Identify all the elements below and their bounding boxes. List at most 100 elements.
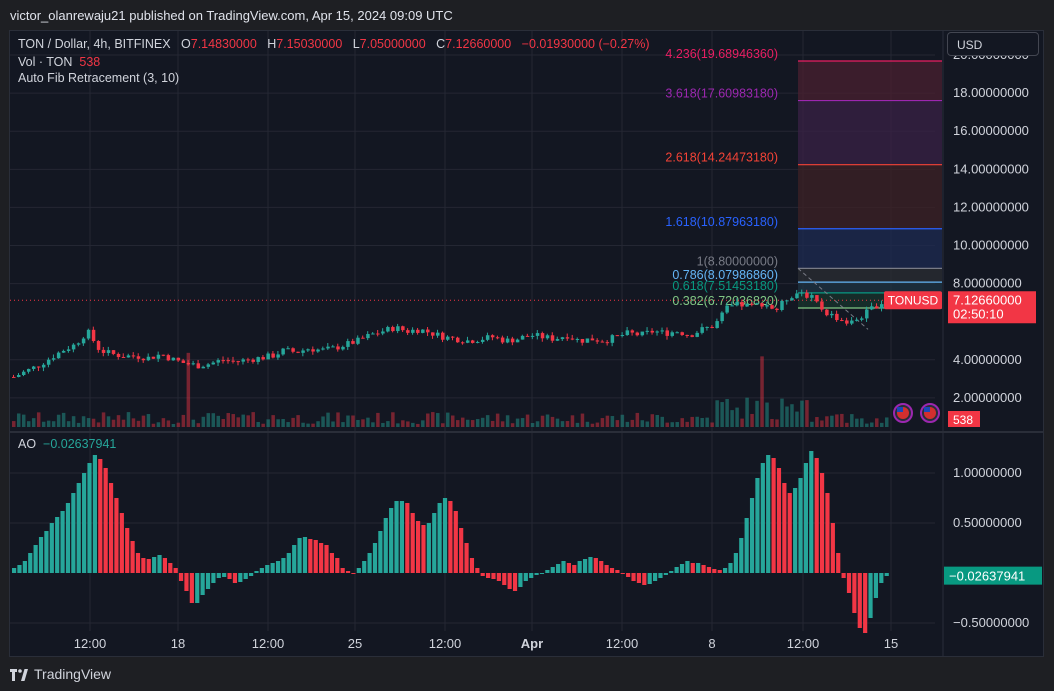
volume-bar xyxy=(700,417,704,427)
volume-bar xyxy=(336,412,340,427)
ao-bar xyxy=(550,567,555,573)
ao-bar xyxy=(512,573,518,591)
ao-bar xyxy=(658,573,663,578)
volume-bar xyxy=(535,421,540,427)
candle-body xyxy=(740,302,744,307)
candle-body xyxy=(401,326,405,331)
volume-bar xyxy=(41,421,46,427)
ao-bar xyxy=(728,563,733,573)
ao-bar xyxy=(297,538,302,573)
volume-bar xyxy=(346,415,350,427)
candle-body xyxy=(291,348,295,352)
volume-bar xyxy=(366,417,370,427)
candle-body xyxy=(455,337,460,343)
candle-body xyxy=(560,337,565,340)
ao-bar xyxy=(71,493,76,573)
fib-level-label: 3.618(17.60983180) xyxy=(665,87,778,101)
ao-bar xyxy=(793,488,798,573)
ao-bar xyxy=(141,558,146,573)
volume-bar xyxy=(855,418,859,427)
volume-bar xyxy=(545,414,550,427)
candle-body xyxy=(775,308,779,310)
volume-bar xyxy=(226,413,230,427)
close-value: 7.12660000 xyxy=(445,37,512,51)
volume-bar xyxy=(525,414,530,427)
last-price-tag: 7.12660000 xyxy=(953,292,1022,307)
currency-button[interactable]: USD xyxy=(947,32,1039,56)
volume-bar xyxy=(421,420,425,427)
fib-legend[interactable]: Auto Fib Retracement (3, 10) xyxy=(18,71,179,85)
ao-bar xyxy=(814,458,819,573)
chart-canvas[interactable]: 20.0000000018.0000000016.0000000014.0000… xyxy=(10,31,1043,656)
candle-body xyxy=(226,360,230,362)
ao-label[interactable]: AO xyxy=(18,437,37,451)
ao-bar xyxy=(448,501,453,573)
candle-body xyxy=(451,336,455,338)
candle-body xyxy=(191,363,196,365)
volume-bar xyxy=(276,419,280,427)
high-value: 7.15030000 xyxy=(276,37,343,51)
candle-body xyxy=(685,334,689,336)
time-tick-label: 15 xyxy=(884,636,898,651)
volume-bar xyxy=(595,422,600,427)
close-label: C xyxy=(436,37,446,51)
ao-bar xyxy=(459,528,464,573)
price-tick-label: 16.00000000 xyxy=(953,123,1029,138)
candle-body xyxy=(411,329,415,333)
candle-body xyxy=(381,331,385,334)
volume-label[interactable]: Vol · TON xyxy=(18,55,73,69)
candle-body xyxy=(530,335,535,337)
ao-bar xyxy=(108,483,114,573)
ao-bar xyxy=(696,563,701,573)
volume-bar xyxy=(565,421,570,427)
ao-bar xyxy=(60,511,65,573)
ao-bar xyxy=(798,478,803,573)
fib-label[interactable]: Auto Fib Retracement (3, 10) xyxy=(18,71,180,85)
ao-bar xyxy=(286,553,291,573)
candle-body xyxy=(790,298,794,301)
candle-body xyxy=(860,318,864,320)
ao-bar xyxy=(442,498,448,573)
candle-body xyxy=(615,335,620,337)
volume-bar xyxy=(635,412,640,427)
ao-bar xyxy=(17,565,22,573)
ao-value-tag-bg xyxy=(944,566,1042,585)
ao-value-tag: −0.02637941 xyxy=(949,569,1025,584)
ao-bar xyxy=(496,573,501,581)
ao-bar xyxy=(33,545,38,573)
ao-bar xyxy=(825,493,830,573)
candle-body xyxy=(845,320,849,324)
ao-bar xyxy=(49,523,54,573)
ao-tick-label: 0.50000000 xyxy=(953,515,1022,530)
volume-bar xyxy=(431,412,435,427)
ao-bar xyxy=(841,573,846,578)
candle-body xyxy=(156,354,161,359)
ao-bar xyxy=(561,561,566,573)
volume-bar xyxy=(765,402,769,427)
candle-body xyxy=(645,330,650,332)
candle-body xyxy=(361,337,365,339)
volume-bar xyxy=(386,421,390,427)
ao-bar xyxy=(437,503,442,573)
volume-bar xyxy=(690,416,694,427)
candle-body xyxy=(675,332,679,334)
ao-bar xyxy=(647,573,652,584)
ao-bar xyxy=(275,561,281,573)
open-label: O xyxy=(181,37,191,51)
ao-bar xyxy=(178,573,184,581)
ao-bar xyxy=(453,511,458,573)
time-tick-label: 12:00 xyxy=(74,636,107,651)
volume-bar xyxy=(261,423,265,427)
ao-bar xyxy=(615,570,620,573)
volume-bar xyxy=(281,418,285,427)
volume-bar xyxy=(555,418,560,427)
volume-bar xyxy=(126,412,131,427)
ao-bar xyxy=(577,561,582,573)
volume-bar xyxy=(21,414,26,427)
candle-body xyxy=(715,321,719,328)
volume-bar xyxy=(645,421,650,427)
symbol-name[interactable]: TON / Dollar, 4h, BITFINEX xyxy=(18,37,171,51)
candle-body xyxy=(805,292,809,298)
candle-body xyxy=(475,341,480,343)
volume-legend: Vol · TON 538 xyxy=(18,55,100,69)
